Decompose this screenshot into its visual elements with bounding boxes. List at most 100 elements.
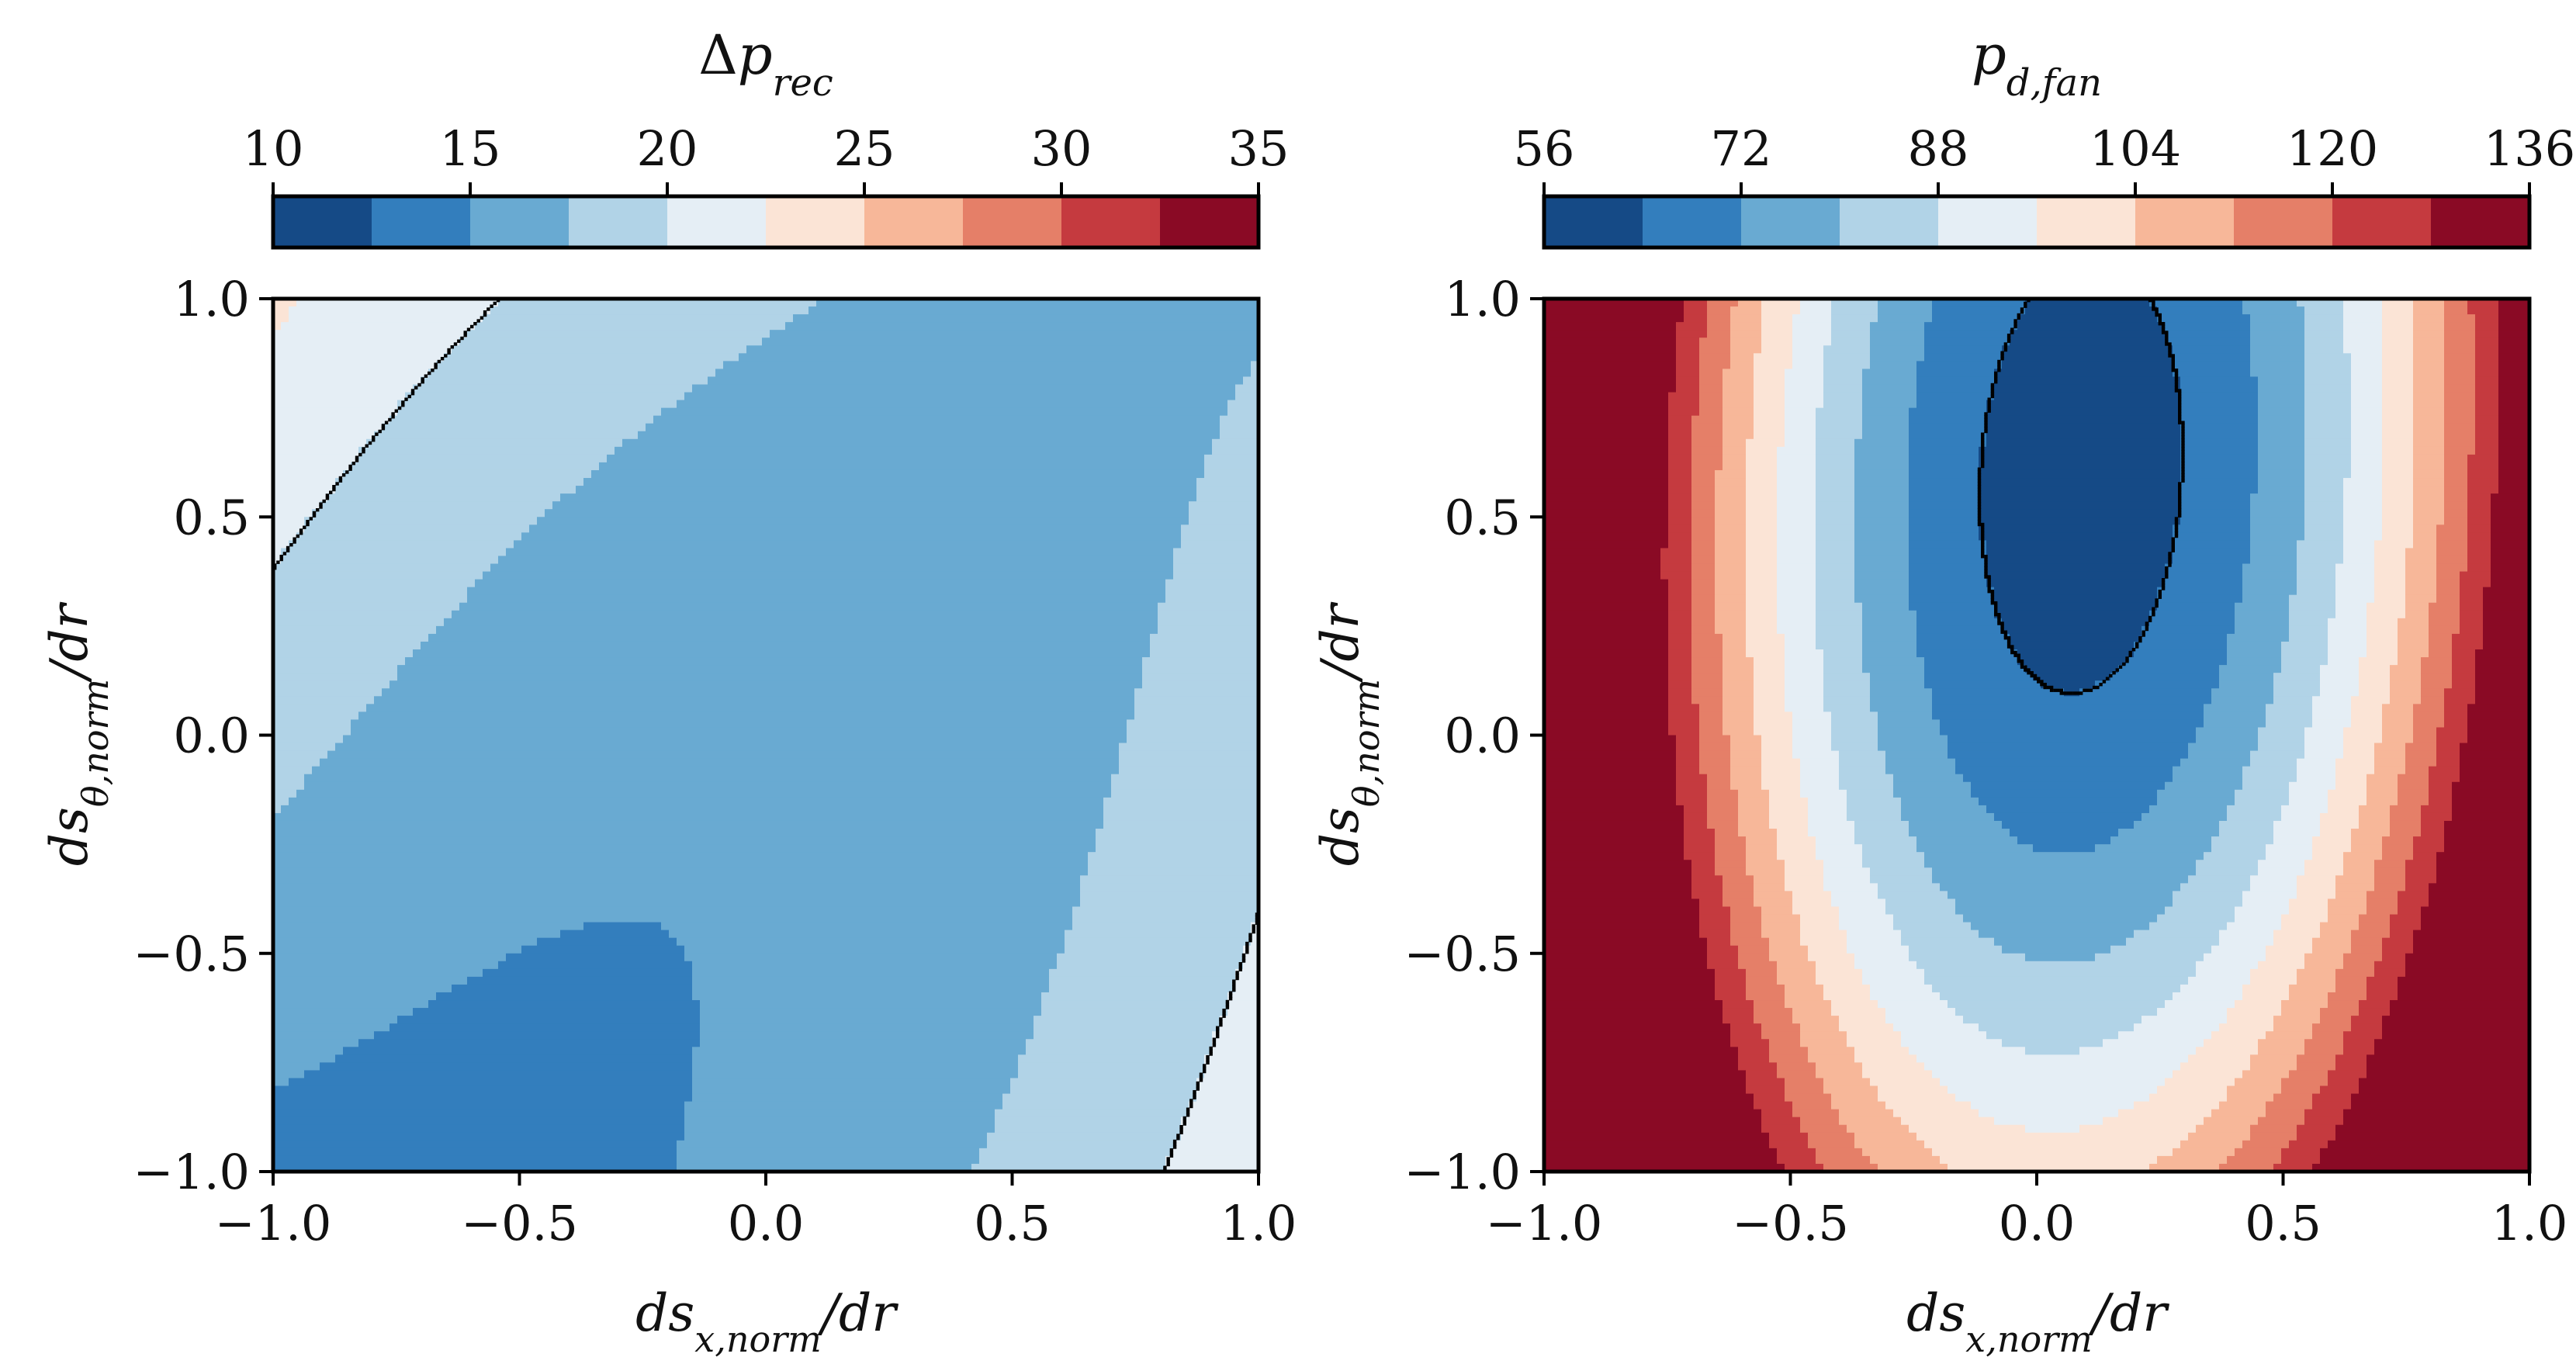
contour-cell [514, 571, 522, 580]
contour-cell [615, 641, 623, 650]
contour-cell [475, 625, 483, 635]
contour-cell [390, 797, 398, 806]
contour-cell [312, 330, 320, 339]
contour-cell [382, 812, 390, 822]
contour-cell [413, 509, 421, 518]
contour-cell [358, 563, 367, 573]
contour-cell [296, 306, 305, 315]
contour-cell [452, 330, 460, 339]
contour-cell [483, 392, 491, 401]
contour-cell [452, 696, 460, 705]
contour-cell [583, 704, 592, 713]
contour-cell [335, 774, 344, 783]
contour-cell [366, 1155, 375, 1165]
contour-cell [568, 625, 576, 635]
contour-cell [413, 407, 421, 417]
contour-cell [327, 805, 336, 814]
contour-cell [327, 961, 336, 970]
contour-cell [599, 961, 608, 970]
contour-cell [615, 610, 623, 619]
contour-cell [607, 563, 615, 573]
contour-cell [521, 509, 530, 518]
contour-cell [506, 579, 514, 588]
contour-cell [296, 353, 305, 362]
contour-cell [599, 1140, 608, 1149]
contour-cell [607, 493, 615, 502]
contour-cell [545, 1155, 553, 1165]
contour-cell [552, 469, 561, 479]
contour-cell [296, 875, 305, 885]
contour-cell [452, 392, 460, 401]
contour-cell [335, 1132, 344, 1141]
contour-cell [545, 953, 553, 962]
contour-cell [599, 1016, 608, 1024]
contour-cell [413, 680, 421, 690]
contour-cell [560, 844, 569, 853]
contour-cell [374, 805, 383, 814]
contour-cell [444, 594, 452, 604]
contour-cell [545, 486, 553, 494]
contour-cell [320, 1000, 328, 1009]
contour-cell [289, 1140, 297, 1149]
contour-cell [343, 812, 351, 822]
contour-cell [607, 1132, 615, 1141]
contour-cell [576, 509, 584, 518]
contour-cell [397, 587, 406, 596]
contour-cell [397, 1078, 406, 1087]
contour-cell [413, 361, 421, 370]
contour-cell [459, 1023, 468, 1032]
contour-cell [351, 384, 359, 393]
contour-cell [390, 501, 398, 510]
contour-cell [599, 517, 608, 526]
contour-cell [289, 1070, 297, 1079]
contour-cell [615, 532, 623, 542]
contour-cell [390, 735, 398, 744]
contour-cell [374, 665, 383, 673]
contour-cell [382, 1023, 390, 1032]
contour-cell [296, 758, 305, 767]
contour-cell [304, 914, 313, 923]
contour-cell [351, 781, 359, 791]
contour-cell [405, 1155, 414, 1165]
contour-cell [335, 501, 344, 510]
contour-cell [490, 1008, 499, 1016]
contour-cell [428, 1148, 437, 1157]
contour-cell [568, 1078, 576, 1087]
contour-cell [312, 1070, 320, 1079]
contour-cell [335, 345, 344, 355]
contour-cell [281, 727, 289, 736]
contour-cell [327, 883, 336, 892]
contour-cell [537, 797, 545, 806]
contour-cell [444, 945, 452, 954]
contour-cell [281, 1093, 289, 1103]
contour-cell [537, 633, 545, 642]
contour-cell [483, 594, 491, 604]
contour-cell [459, 330, 468, 339]
contour-cell [545, 384, 553, 393]
contour-cell [428, 945, 437, 954]
contour-cell [583, 1047, 592, 1056]
contour-cell [296, 1148, 305, 1157]
contour-cell [576, 400, 584, 409]
contour-cell [351, 563, 359, 573]
contour-cell [312, 898, 320, 908]
contour-cell [312, 805, 320, 814]
contour-cell [506, 906, 514, 916]
contour-cell [366, 1148, 375, 1157]
contour-cell [327, 719, 336, 729]
contour-cell [568, 688, 576, 698]
contour-cell [304, 361, 313, 370]
contour-cell [560, 610, 569, 619]
contour-cell [343, 914, 351, 923]
contour-cell [312, 563, 320, 573]
contour-cell [475, 532, 483, 542]
contour-cell [459, 1000, 468, 1009]
contour-cell [599, 1085, 608, 1095]
contour-cell [289, 735, 297, 744]
contour-cell [467, 392, 476, 401]
contour-cell [591, 579, 600, 588]
contour-cell [289, 812, 297, 822]
contour-cell [413, 431, 421, 440]
contour-cell [382, 361, 390, 370]
contour-cell [343, 976, 351, 985]
